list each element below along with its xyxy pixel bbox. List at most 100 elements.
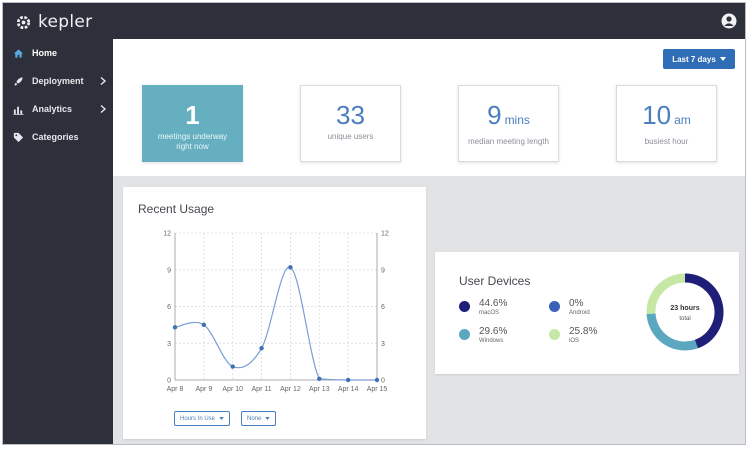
- x-tick-label: Apr 8: [167, 386, 184, 393]
- metric-dropdown-label: Hours In Use: [180, 415, 216, 422]
- metric-dropdown[interactable]: Hours In Use: [174, 411, 231, 426]
- y-tick-label: 3: [167, 341, 171, 348]
- bar-chart-icon: [13, 106, 24, 115]
- sidebar: Home Deployment Analytics: [3, 39, 113, 444]
- x-tick-label: Apr 9: [195, 386, 212, 393]
- data-point: [345, 377, 351, 383]
- stat-card-meeting-length: 9 mins median meeting length: [458, 85, 559, 162]
- data-point: [317, 376, 322, 381]
- y-tick-label: 0: [167, 378, 171, 385]
- stat-label: median meeting length: [468, 137, 549, 146]
- x-tick-label: Apr 11: [252, 386, 272, 393]
- sidebar-item-label: Categories: [32, 132, 79, 142]
- user-account-icon[interactable]: [721, 13, 737, 29]
- x-tick-label: Apr 15: [367, 386, 388, 393]
- donut-slice-macos: [684, 273, 724, 349]
- sidebar-item-home[interactable]: Home: [3, 39, 113, 67]
- stat-label: busiest hour: [644, 137, 689, 146]
- y2-tick-label: 0: [381, 378, 385, 385]
- x-tick-label: Apr 12: [280, 386, 301, 393]
- y2-tick-label: 9: [381, 267, 385, 274]
- legend-percent: 44.6%: [479, 298, 508, 309]
- x-tick-label: Apr 13: [309, 386, 330, 393]
- donut-total-value: 23 hours: [670, 305, 699, 312]
- stat-label: meetings underway right now: [157, 132, 228, 151]
- stat-unit: am: [674, 113, 691, 127]
- legend-name: macOS: [479, 310, 500, 316]
- app-name: kepler: [38, 12, 93, 32]
- caret-down-icon: [719, 57, 726, 61]
- kepler-logo-icon: [16, 15, 31, 29]
- stat-label: unique users: [327, 132, 374, 141]
- recent-usage-title: Recent Usage: [138, 202, 215, 216]
- legend-dot: [549, 329, 560, 340]
- y-tick-label: 9: [167, 267, 171, 274]
- caret-down-icon: [265, 417, 271, 420]
- sidebar-item-deployment[interactable]: Deployment: [3, 67, 113, 95]
- rocket-icon: [14, 76, 23, 86]
- legend-name: Android: [569, 310, 590, 316]
- data-point: [172, 325, 178, 330]
- donut-slice-ios: [646, 273, 686, 314]
- stat-value: 33: [336, 100, 365, 130]
- usage-line-chart: 0 0 3 3 6 6 9 9 12 12 Apr 8 Apr 9 Apr 10 Apr 11 Apr 12…: [163, 231, 389, 394]
- devices-donut-chart: 23 hours total: [646, 273, 724, 351]
- data-point: [259, 345, 264, 351]
- donut-slice-windows: [646, 313, 698, 351]
- donut-total-label: total: [679, 316, 690, 322]
- date-range-dropdown[interactable]: Last 7 days: [663, 49, 735, 69]
- legend-item-windows: 29.6% Windows: [459, 326, 507, 346]
- legend-percent: 25.8%: [569, 326, 598, 337]
- compare-dropdown[interactable]: None: [241, 411, 277, 426]
- main-content: Last 7 days 1 meetings underway right no…: [113, 39, 745, 444]
- sidebar-item-label: Home: [32, 48, 58, 58]
- stat-value: 1: [185, 100, 200, 130]
- y2-tick-label: 12: [381, 231, 389, 238]
- stat-value: 10 am: [642, 100, 691, 130]
- sidebar-item-label: Deployment: [32, 76, 84, 86]
- data-point: [230, 364, 235, 369]
- home-icon: [13, 48, 24, 58]
- y2-tick-label: 3: [381, 341, 385, 348]
- chevron-right-icon: [100, 104, 107, 114]
- data-point: [288, 265, 293, 270]
- legend-item-macos: 44.6% macOS: [459, 298, 507, 318]
- chevron-right-icon: [100, 76, 107, 86]
- top-bar: kepler: [3, 3, 745, 39]
- legend-dot: [459, 329, 470, 340]
- app-window: kepler Home Deployment: [2, 2, 746, 445]
- legend-dot: [459, 301, 470, 312]
- usage-series-line: [174, 266, 377, 381]
- summary-panel: Last 7 days 1 meetings underway right no…: [113, 39, 745, 176]
- legend-item-ios: 25.8% iOS: [549, 326, 597, 346]
- sidebar-item-label: Analytics: [32, 104, 73, 114]
- user-devices-title: User Devices: [459, 274, 531, 288]
- app-logo[interactable]: kepler: [15, 12, 92, 32]
- tag-icon: [13, 132, 24, 142]
- data-point: [374, 377, 380, 383]
- sidebar-item-analytics[interactable]: Analytics: [3, 95, 113, 123]
- sidebar-item-categories[interactable]: Categories: [3, 123, 113, 151]
- data-point: [201, 322, 207, 328]
- legend-name: iOS: [569, 338, 580, 344]
- user-devices-panel: User Devices 44.6% macOS 0% Android 29.6…: [435, 252, 739, 374]
- y-tick-label: 12: [163, 231, 171, 238]
- stat-value: 9 mins: [487, 100, 530, 130]
- legend-dot: [549, 301, 560, 312]
- compare-dropdown-label: None: [247, 415, 262, 422]
- recent-usage-panel: Recent Usage 0 0 3 3 6 6 9 9 12 12 Apr 8 Apr 9 Apr 1…: [123, 187, 426, 439]
- y-tick-label: 6: [167, 304, 171, 311]
- legend-name: Windows: [479, 338, 504, 344]
- legend-percent: 0%: [569, 298, 584, 309]
- legend-item-android: 0% Android: [549, 298, 590, 318]
- stat-card-meetings: 1 meetings underway right now: [142, 85, 243, 162]
- caret-down-icon: [219, 417, 224, 420]
- x-tick-label: Apr 14: [338, 386, 359, 393]
- stat-card-users: 33 unique users: [300, 85, 401, 162]
- legend-percent: 29.6%: [479, 326, 508, 337]
- y2-tick-label: 6: [381, 304, 385, 311]
- stat-unit: mins: [504, 113, 530, 127]
- date-range-label: Last 7 days: [672, 54, 716, 64]
- stat-card-busiest-hour: 10 am busiest hour: [616, 85, 717, 162]
- x-tick-label: Apr 10: [222, 386, 243, 393]
